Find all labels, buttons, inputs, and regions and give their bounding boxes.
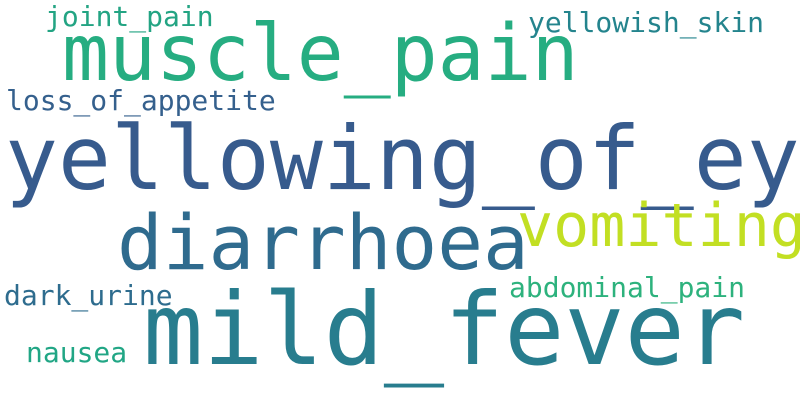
- word-nausea: nausea: [26, 336, 128, 369]
- word-muscle-pain: muscle_pain: [62, 9, 579, 99]
- word-vomiting: vomiting: [517, 191, 800, 261]
- word-joint-pain: joint_pain: [45, 0, 214, 33]
- word-yellowish-skin: yellowish_skin: [528, 6, 765, 39]
- word-abdominal-pain: abdominal_pain: [509, 271, 746, 304]
- word-loss-of-appetite: loss_of_appetite: [6, 84, 276, 117]
- word-mild-fever: mild_fever: [143, 271, 746, 388]
- word-dark-urine: dark_urine: [4, 279, 173, 312]
- word-yellowing-of-eyes: yellowing_of_eyes: [5, 107, 800, 210]
- word-diarrhoea: diarrhoea: [117, 198, 529, 287]
